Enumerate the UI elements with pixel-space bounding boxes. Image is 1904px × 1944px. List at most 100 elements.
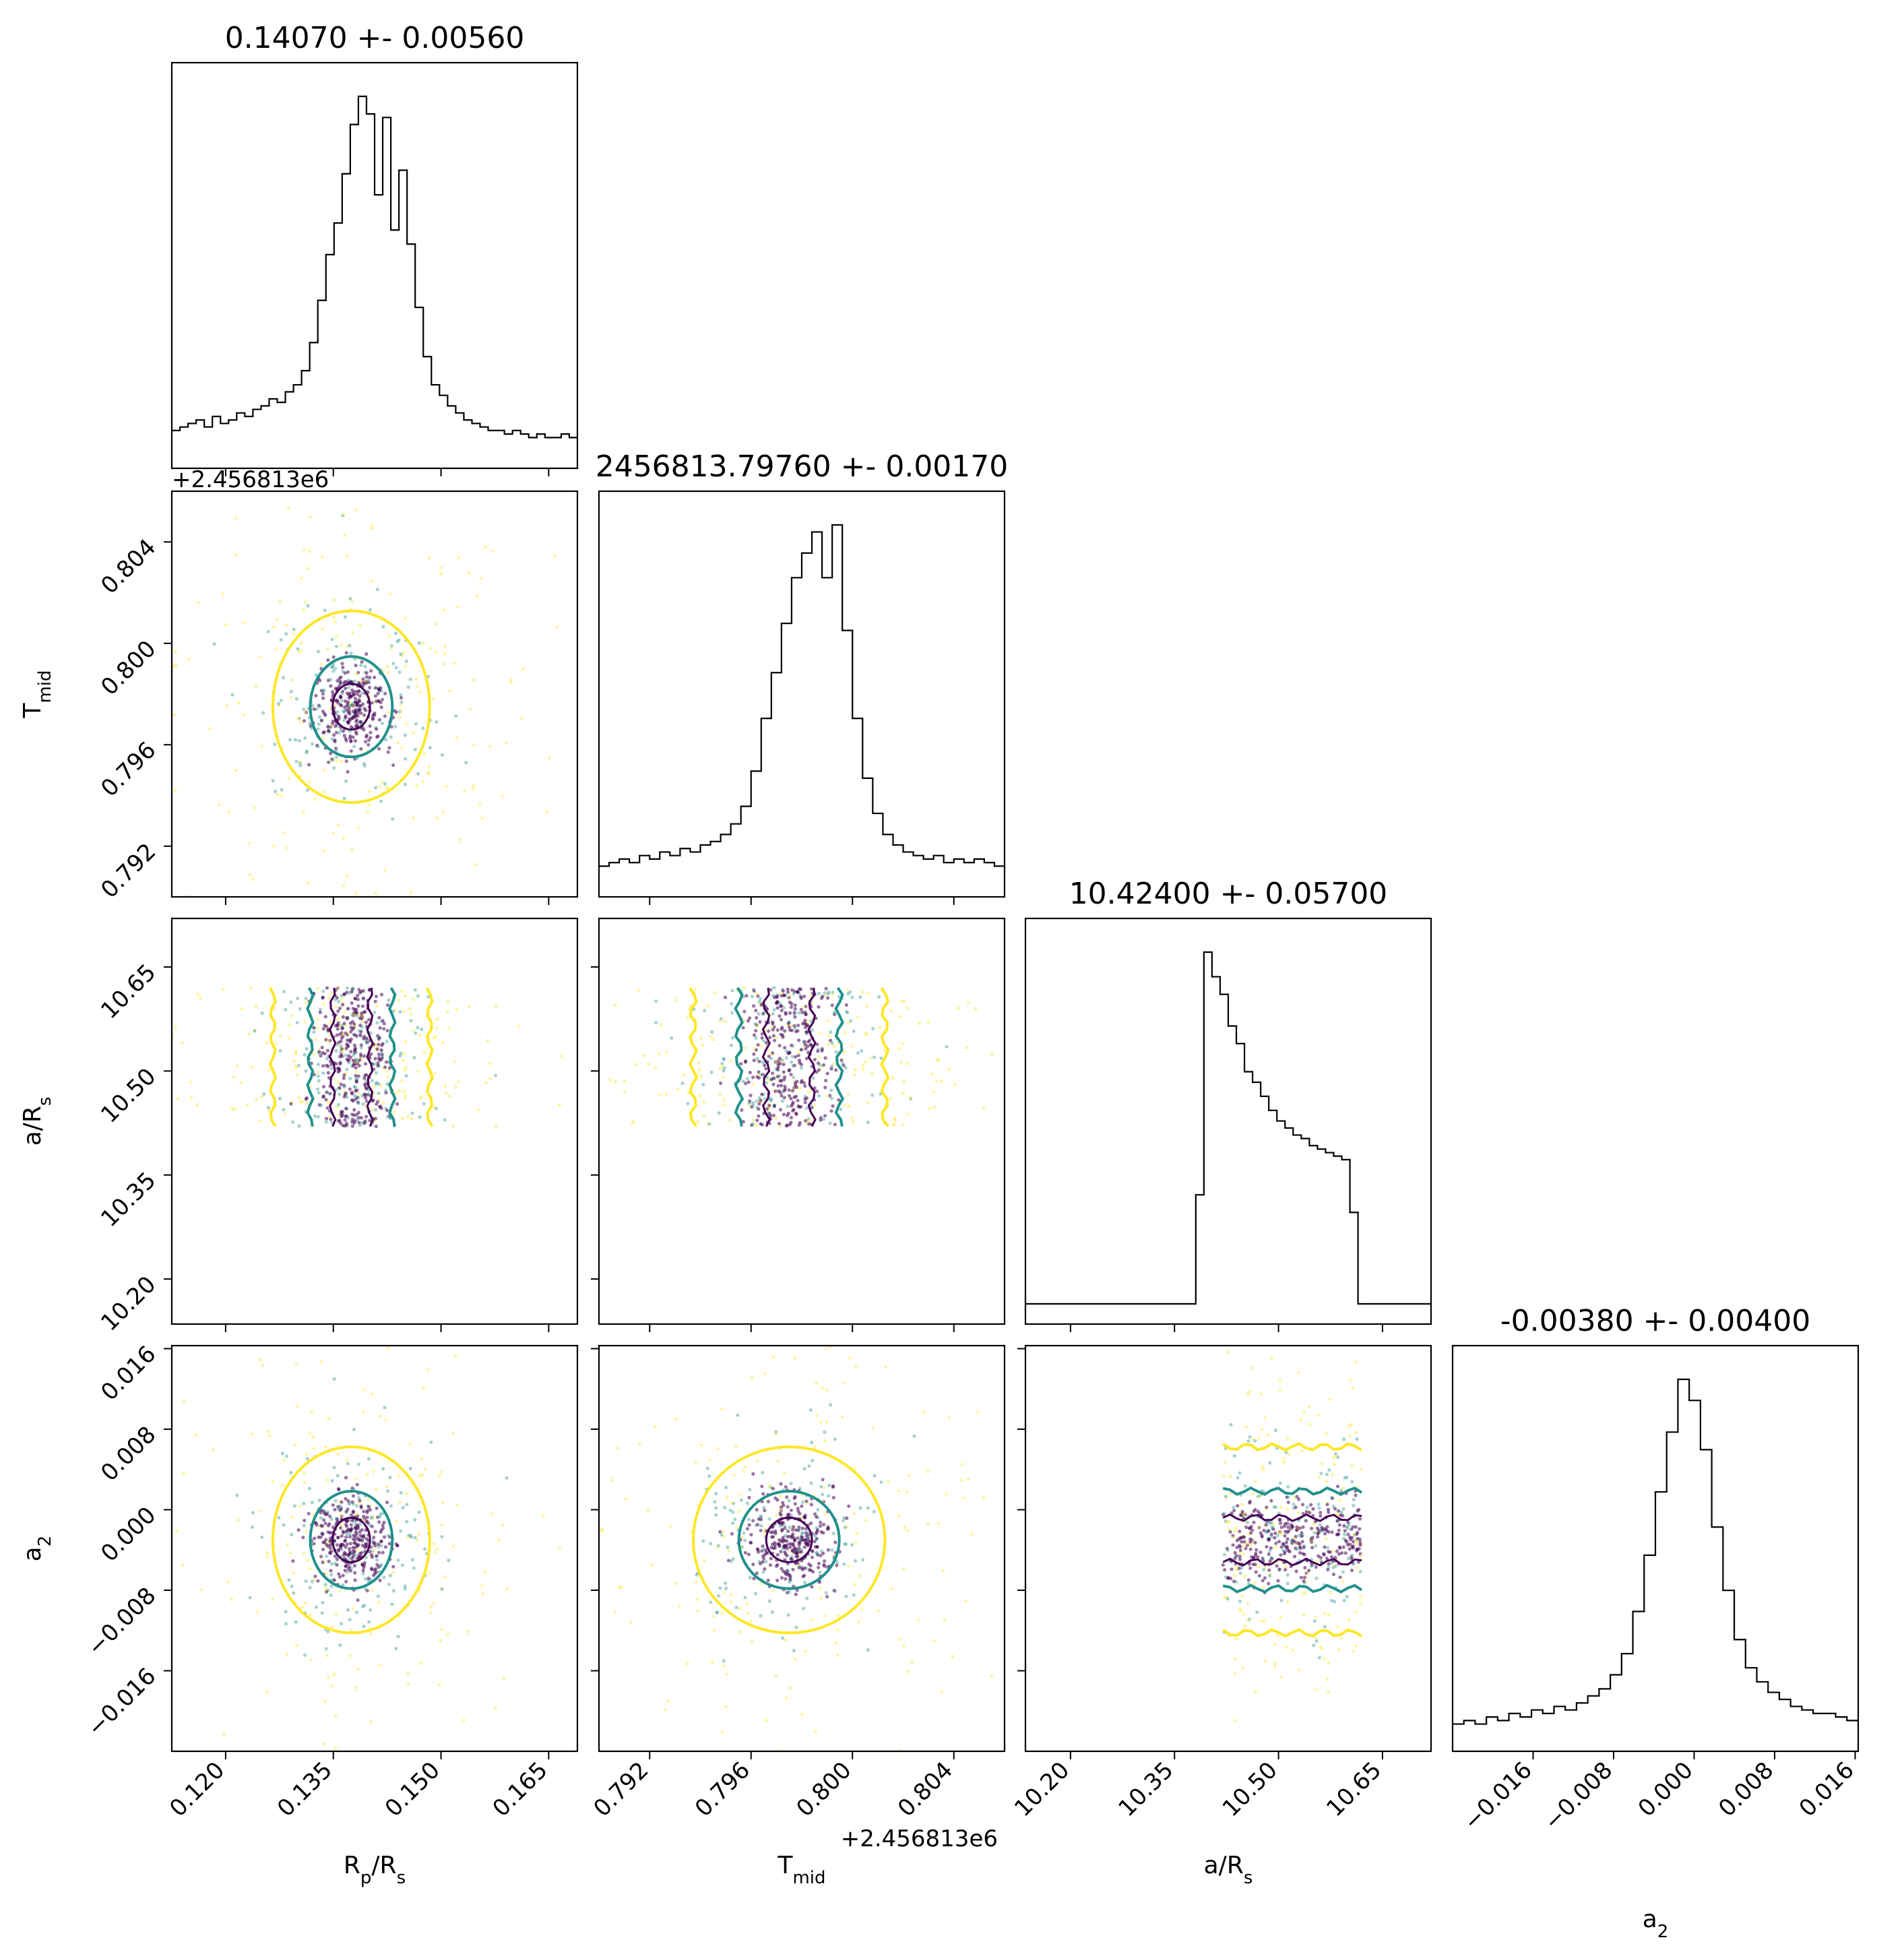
sample-point	[947, 1415, 951, 1420]
sample-point	[1323, 1625, 1327, 1629]
sample-point	[810, 1106, 814, 1110]
sample-point	[234, 516, 238, 520]
sample-point	[802, 1606, 806, 1610]
sample-point	[1327, 1550, 1331, 1554]
sample-point	[1226, 1576, 1230, 1580]
sample-point	[346, 770, 350, 774]
sample-point	[1339, 1488, 1343, 1493]
sample-point	[1299, 1575, 1303, 1579]
sample-point	[1242, 1612, 1246, 1616]
sample-point	[1235, 1545, 1239, 1550]
sample-point	[337, 999, 341, 1003]
sample-point	[303, 711, 307, 715]
sample-point	[308, 1586, 312, 1590]
sample-point	[502, 1676, 506, 1681]
sample-point	[755, 1105, 759, 1109]
sample-point	[756, 1043, 760, 1047]
sample-point	[267, 1434, 272, 1438]
sample-point	[825, 1420, 829, 1424]
sample-point	[645, 1509, 650, 1513]
sample-point	[368, 685, 372, 690]
sample-point	[419, 1457, 424, 1461]
sample-point	[788, 1011, 792, 1015]
sample-point	[695, 1573, 699, 1577]
sample-point	[364, 671, 369, 675]
sample-point	[1279, 1526, 1283, 1530]
sample-point	[826, 1548, 830, 1552]
sample-point	[360, 1015, 364, 1019]
sample-point	[982, 1106, 986, 1110]
sample-point	[328, 1514, 332, 1518]
sample-point	[344, 1530, 348, 1534]
x-tick-label: 10.65	[1321, 1757, 1387, 1822]
sample-point	[321, 1085, 325, 1089]
sample-point	[455, 1503, 459, 1507]
sample-point	[351, 1502, 355, 1506]
sample-point	[821, 1485, 825, 1490]
sample-point	[751, 1103, 755, 1107]
sample-point	[722, 1075, 726, 1079]
sample-point	[823, 1559, 827, 1563]
contour-ellipse	[272, 609, 431, 805]
sample-point	[782, 1088, 786, 1092]
sample-point	[1302, 1411, 1306, 1415]
sample-point	[1259, 1531, 1263, 1535]
sample-point	[1261, 1465, 1265, 1469]
sample-point	[623, 1079, 627, 1083]
sample-point	[307, 1486, 312, 1491]
sample-point	[784, 1011, 788, 1015]
sample-point	[1277, 1530, 1281, 1534]
sample-point	[319, 1511, 323, 1515]
sample-point	[821, 1117, 826, 1121]
sample-point	[759, 1517, 763, 1522]
sample-point	[1331, 1496, 1335, 1500]
sample-point	[1286, 1522, 1290, 1526]
sample-point	[713, 991, 717, 995]
sample-point	[329, 1584, 334, 1588]
sample-point	[819, 1596, 823, 1601]
sample-point	[328, 1092, 332, 1096]
sample-point	[901, 1567, 906, 1571]
sample-point	[771, 1082, 775, 1086]
sample-point	[286, 1542, 290, 1546]
sample-point	[466, 1629, 470, 1633]
sample-point	[243, 713, 247, 717]
sample-point	[1244, 1424, 1248, 1429]
sample-point	[343, 615, 347, 619]
sample-point	[753, 1592, 757, 1596]
sample-point	[1268, 1572, 1272, 1576]
sample-point	[342, 709, 346, 713]
sample-point	[336, 1009, 340, 1013]
sample-point	[325, 1554, 329, 1559]
sample-point	[1279, 1553, 1283, 1557]
sample-point	[267, 1108, 271, 1112]
sample-point	[360, 1604, 365, 1609]
sample-point	[342, 1085, 346, 1089]
sample-point	[1347, 1424, 1351, 1428]
contour-line	[388, 986, 397, 1127]
sample-point	[353, 1522, 358, 1526]
sample-point	[828, 1121, 832, 1125]
sample-point	[290, 1515, 294, 1519]
sample-point	[541, 1513, 546, 1517]
sample-point	[804, 1046, 808, 1051]
sample-point	[467, 571, 471, 575]
sample-point	[773, 1038, 777, 1042]
sample-point	[951, 1654, 955, 1658]
y-tick-label: 0.792	[96, 838, 161, 904]
sample-point	[285, 1454, 289, 1458]
sample-point	[1274, 1545, 1278, 1549]
sample-point	[355, 1013, 359, 1017]
sample-point	[806, 1090, 811, 1094]
sample-point	[666, 1699, 670, 1703]
sample-point	[1279, 1674, 1283, 1679]
sample-point	[744, 1081, 748, 1086]
sample-point	[772, 1025, 776, 1029]
sample-point	[346, 1462, 350, 1466]
sample-point	[331, 690, 335, 694]
sample-point	[1265, 1544, 1269, 1549]
sample-point	[356, 1110, 361, 1115]
sample-point	[732, 1501, 736, 1505]
sample-point	[787, 1094, 792, 1098]
sample-point	[362, 1121, 367, 1125]
